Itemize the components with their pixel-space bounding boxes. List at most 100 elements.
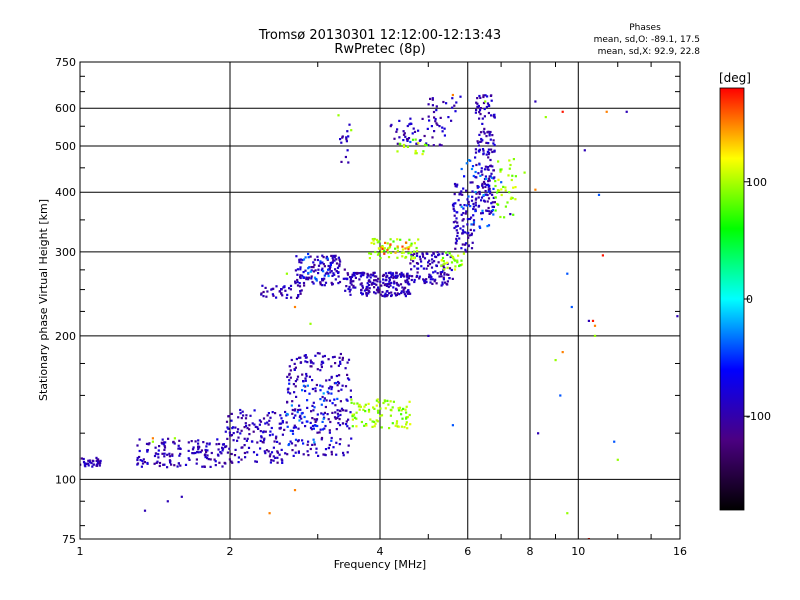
data-point	[335, 262, 339, 265]
data-point	[489, 192, 492, 195]
data-point	[371, 425, 374, 428]
data-point	[265, 295, 268, 298]
data-point	[488, 104, 491, 107]
data-point	[421, 117, 424, 120]
data-point	[406, 292, 409, 295]
data-point	[486, 165, 490, 169]
data-point	[412, 257, 416, 260]
data-point	[369, 280, 372, 283]
data-point	[444, 281, 447, 284]
data-point	[301, 258, 304, 262]
data-point	[458, 264, 461, 268]
data-point	[404, 256, 407, 259]
data-point	[315, 419, 318, 422]
data-point	[390, 274, 393, 277]
data-point	[256, 426, 259, 429]
data-point	[292, 454, 295, 457]
data-point	[415, 262, 419, 265]
data-point	[180, 495, 183, 498]
data-point	[412, 127, 415, 130]
data-point	[346, 425, 349, 428]
data-point	[489, 164, 492, 167]
data-point	[370, 283, 373, 286]
data-point	[293, 305, 297, 309]
data-point	[385, 295, 388, 298]
data-point	[290, 358, 293, 362]
data-point	[290, 296, 293, 299]
data-point	[497, 160, 500, 163]
data-point	[477, 104, 480, 108]
data-point	[230, 452, 233, 456]
data-point	[388, 280, 391, 283]
data-point	[358, 403, 361, 406]
data-point	[322, 453, 325, 456]
data-point	[333, 259, 336, 262]
data-point	[270, 451, 274, 454]
data-point	[348, 276, 352, 279]
data-point	[280, 417, 283, 420]
data-point	[293, 424, 296, 427]
data-point	[359, 275, 362, 278]
data-point	[479, 107, 482, 110]
data-point	[491, 150, 494, 154]
data-point	[471, 181, 474, 184]
data-point	[92, 460, 95, 463]
data-point	[272, 294, 275, 297]
data-point	[451, 256, 455, 259]
data-point	[332, 446, 335, 449]
data-point	[371, 420, 374, 423]
data-point	[354, 286, 357, 289]
data-point	[327, 358, 330, 361]
data-point	[454, 241, 457, 244]
data-point	[402, 291, 405, 294]
data-point	[353, 274, 356, 277]
data-point	[98, 464, 101, 467]
data-point	[351, 413, 354, 416]
data-point	[460, 190, 463, 193]
data-point	[335, 453, 338, 456]
data-point	[442, 276, 445, 279]
data-point	[471, 190, 474, 193]
data-point	[479, 131, 483, 134]
data-point	[304, 389, 307, 393]
data-point	[302, 276, 305, 279]
data-point	[298, 419, 301, 422]
data-point	[396, 256, 399, 259]
data-point	[320, 436, 324, 440]
data-point	[485, 141, 488, 144]
data-point	[322, 270, 325, 273]
data-point	[311, 379, 314, 382]
data-point	[336, 416, 339, 420]
data-point	[222, 447, 225, 450]
data-point	[303, 284, 306, 287]
data-point	[221, 443, 225, 446]
data-point	[474, 111, 477, 114]
data-point	[380, 246, 383, 249]
data-point	[248, 428, 251, 431]
data-point	[278, 290, 281, 293]
data-point	[412, 260, 415, 263]
data-point	[350, 129, 353, 132]
data-point	[486, 193, 489, 197]
data-point	[266, 290, 269, 293]
data-point	[337, 114, 340, 117]
data-point	[299, 274, 302, 277]
data-point	[489, 175, 492, 178]
data-point	[475, 197, 478, 200]
data-point	[270, 459, 273, 462]
data-point	[500, 181, 503, 184]
data-point	[492, 196, 495, 199]
data-point	[146, 461, 149, 465]
data-point	[357, 405, 360, 408]
data-point	[304, 354, 307, 357]
data-point	[80, 463, 82, 466]
data-point	[402, 289, 405, 292]
data-point	[319, 260, 322, 263]
data-point	[365, 287, 368, 290]
data-point	[335, 381, 338, 385]
data-point	[395, 420, 399, 423]
data-point	[346, 361, 349, 364]
data-point	[219, 451, 222, 454]
data-point	[431, 258, 434, 261]
data-point	[332, 259, 335, 262]
